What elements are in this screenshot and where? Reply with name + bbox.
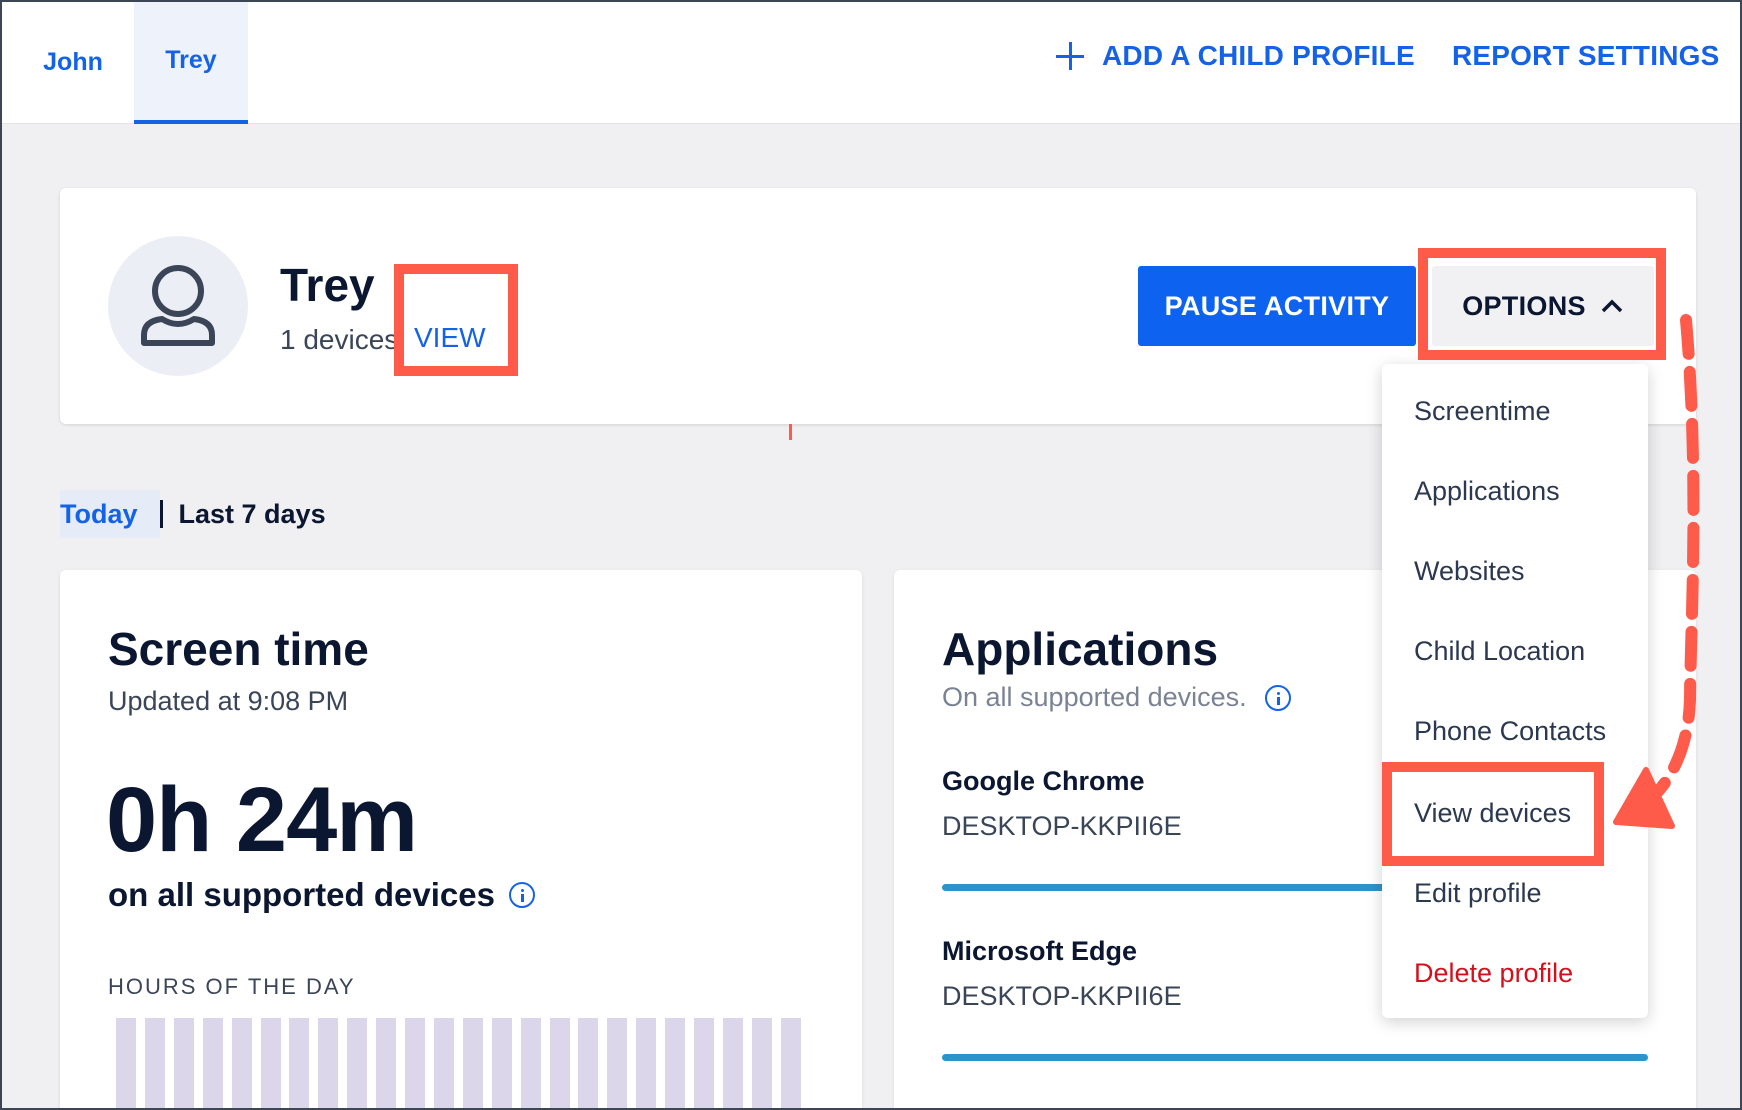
hour-bar — [405, 1018, 425, 1110]
app-name: Google Chrome — [942, 766, 1145, 796]
hour-bar — [202, 1018, 223, 1110]
hours-of-day-label: HOURS OF THE DAY — [108, 974, 356, 999]
hour-bar — [433, 1018, 454, 1110]
marker-tick — [789, 424, 792, 440]
avatar — [108, 236, 248, 376]
profile-name: Trey — [280, 259, 375, 311]
pause-activity-button[interactable]: PAUSE ACTIVITY — [1138, 266, 1416, 346]
hour-bar — [780, 1018, 801, 1110]
hour-bar — [549, 1018, 570, 1110]
screen-time-card: Screen time Updated at 9:08 PM 0h 24m on… — [60, 570, 862, 1110]
user-icon — [141, 265, 215, 346]
range-divider — [159, 500, 163, 528]
hour-bar — [636, 1018, 657, 1110]
app-item-google-chrome[interactable]: Google Chrome DESKTOP-KKPII6E — [942, 766, 1182, 842]
options-dropdown-menu: Screentime Applications Websites Child L… — [1382, 364, 1648, 1018]
menu-item-screentime[interactable]: Screentime — [1414, 396, 1551, 426]
range-last-7-days-tab[interactable]: Last 7 days — [178, 498, 326, 529]
hour-bar — [722, 1018, 743, 1110]
view-devices-link[interactable]: VIEW — [414, 322, 486, 353]
hour-bar — [260, 1018, 281, 1110]
screen-time-updated: Updated at 9:08 PM — [108, 686, 349, 716]
hour-bar — [376, 1018, 397, 1110]
menu-item-websites[interactable]: Websites — [1414, 556, 1525, 586]
add-child-profile-button[interactable]: ADD A CHILD PROFILE — [1056, 40, 1415, 72]
hour-bar — [289, 1018, 310, 1110]
hour-bar — [231, 1018, 252, 1110]
options-button[interactable]: OPTIONS — [1432, 266, 1654, 346]
app-name: Microsoft Edge — [942, 936, 1138, 966]
applications-subtitle: On all supported devices. — [942, 682, 1291, 713]
menu-item-view-devices[interactable]: View devices — [1414, 798, 1572, 828]
applications-title: Applications — [942, 623, 1219, 675]
hour-bar — [520, 1018, 541, 1110]
app-item-microsoft-edge[interactable]: Microsoft Edge DESKTOP-KKPII6E — [942, 936, 1182, 1012]
tab-trey[interactable]: Trey — [134, 0, 248, 124]
add-child-profile-label: ADD A CHILD PROFILE — [1102, 40, 1415, 71]
date-range-toggle: Today Last 7 days — [60, 490, 326, 538]
app-usage-bar — [942, 1054, 1648, 1061]
hour-bar — [751, 1018, 772, 1110]
menu-item-child-location[interactable]: Child Location — [1414, 636, 1586, 666]
screen-time-total: 0h 24m — [106, 769, 418, 871]
plus-icon — [1056, 42, 1084, 70]
menu-item-edit-profile[interactable]: Edit profile — [1414, 878, 1542, 908]
top-nav: John Trey ADD A CHILD PROFILE REPORT SET… — [0, 0, 1742, 124]
hour-bar — [462, 1018, 483, 1110]
options-label: OPTIONS — [1462, 290, 1586, 321]
hour-bar — [491, 1018, 512, 1110]
devices-count: 1 devices — [280, 324, 399, 355]
applications-subtitle-text: On all supported devices. — [942, 682, 1247, 712]
app-device: DESKTOP-KKPII6E — [942, 811, 1182, 841]
hour-bar — [578, 1018, 599, 1110]
hour-bar — [347, 1018, 368, 1110]
hour-bar — [144, 1018, 165, 1110]
hours-of-day-bars — [116, 1018, 806, 1110]
hour-bar — [116, 1018, 136, 1110]
hour-bar — [173, 1018, 194, 1110]
app-usage-bar — [942, 884, 1648, 891]
hour-bar — [318, 1018, 339, 1110]
range-today-tab[interactable]: Today — [60, 490, 160, 538]
hour-bar — [665, 1018, 686, 1110]
menu-item-phone-contacts[interactable]: Phone Contacts — [1414, 716, 1607, 746]
info-icon[interactable] — [1264, 684, 1291, 711]
report-settings-link[interactable]: REPORT SETTINGS — [1452, 40, 1720, 71]
info-icon[interactable] — [508, 882, 535, 908]
tab-john[interactable]: John — [43, 47, 103, 76]
chevron-up-icon — [1601, 299, 1623, 313]
hour-bar — [607, 1018, 628, 1110]
menu-item-applications[interactable]: Applications — [1414, 476, 1560, 506]
screen-time-subtitle: on all supported devices — [108, 876, 535, 914]
screen-time-subtitle-text: on all supported devices — [108, 876, 495, 913]
hour-bar — [694, 1018, 714, 1110]
app-device: DESKTOP-KKPII6E — [942, 981, 1182, 1011]
screen-time-title: Screen time — [108, 623, 369, 675]
menu-item-delete-profile[interactable]: Delete profile — [1414, 958, 1574, 988]
